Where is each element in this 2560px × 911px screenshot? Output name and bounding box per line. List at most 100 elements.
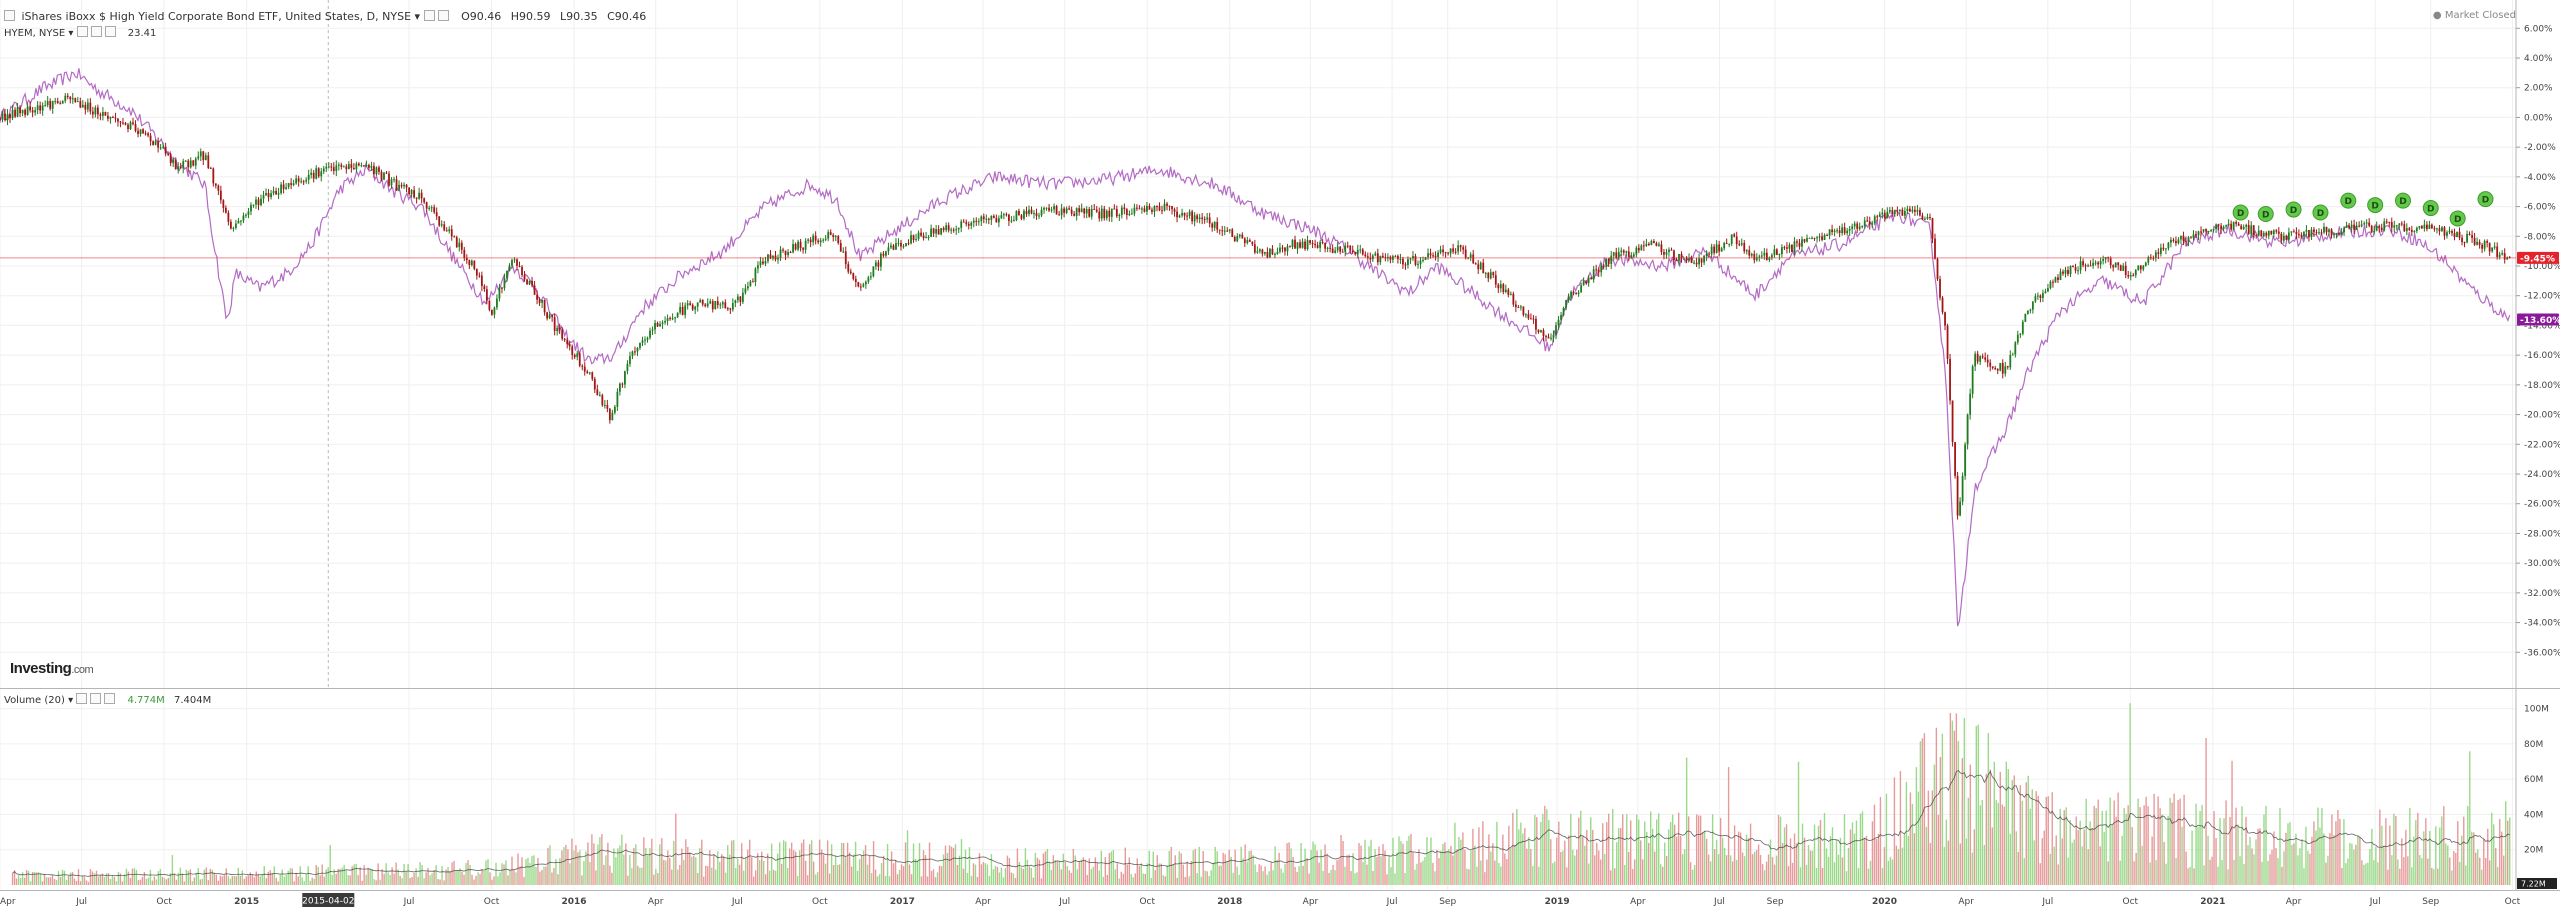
candle	[1407, 256, 1409, 269]
settings-icon[interactable]	[90, 26, 102, 37]
candle	[2162, 243, 2165, 251]
chevron-down-icon[interactable]: ▾	[68, 28, 74, 39]
chevron-down-icon[interactable]: ▾	[414, 10, 421, 23]
candle-body	[874, 262, 877, 267]
candle-body	[2426, 224, 2428, 229]
volume-bar	[1789, 838, 1792, 885]
candle	[1236, 233, 1239, 243]
candle	[882, 250, 885, 258]
volume-bar	[1432, 862, 1434, 885]
volume-bar	[2457, 821, 2459, 885]
candle-body	[686, 303, 689, 306]
candle-body	[2102, 259, 2105, 261]
candle	[1703, 254, 1706, 265]
candle-body	[679, 306, 682, 313]
candle-body	[586, 371, 589, 374]
candle-body	[1379, 255, 1382, 263]
volume-bar	[409, 878, 411, 885]
volume-bar	[2393, 813, 2395, 885]
settings-icon[interactable]	[90, 693, 102, 704]
collapse-icon[interactable]	[4, 10, 15, 21]
volume-bar	[611, 872, 613, 885]
volume-pane[interactable]: 100M 80M 60M 40M 20M 7.22M Volume (20) ▾ 4.77…	[0, 689, 2560, 891]
candle-body	[2124, 265, 2127, 275]
volume-bar	[1202, 851, 1204, 885]
eye-icon[interactable]	[76, 693, 88, 704]
candle-body	[721, 302, 724, 305]
candle	[315, 165, 318, 180]
volume-bar	[419, 862, 421, 885]
candle-body	[2210, 230, 2212, 232]
settings-icon[interactable]	[437, 10, 449, 21]
time-axis-labels[interactable]: Apr Jul Oct 2015 Jul Oct 2016 Apr Jul Oct 2017 Apr J…	[0, 890, 2560, 911]
candle-body	[591, 372, 594, 379]
candle-body	[388, 173, 390, 186]
candle-body	[2282, 235, 2285, 241]
y-tick-label: -2.00%	[2524, 143, 2556, 153]
candle-body	[772, 255, 774, 259]
volume-bar	[1270, 862, 1272, 885]
candle	[1274, 252, 1276, 259]
candle	[2403, 220, 2406, 232]
chevron-down-icon[interactable]: ▾	[68, 695, 74, 706]
compare-symbol[interactable]: HYEM, NYSE	[4, 28, 66, 39]
volume-bar	[2067, 857, 2069, 885]
candle	[2137, 265, 2140, 271]
candle	[2365, 219, 2368, 228]
volume-bar	[1268, 871, 1270, 885]
volume-title[interactable]: Volume (20)	[4, 695, 65, 706]
time-axis[interactable]: Apr Jul Oct 2015 Jul Oct 2016 Apr Jul Oct 2017 Apr J…	[0, 890, 2560, 911]
volume-bar	[1723, 847, 1726, 885]
candle-body	[39, 105, 42, 111]
price-pane[interactable]: 6.00% 4.00% 2.00% 0.00% -2.00% -4.00% -6.00% -8…	[0, 0, 2560, 689]
candle	[2235, 220, 2238, 227]
candle	[1499, 280, 1502, 293]
candle-body	[2398, 223, 2401, 226]
candle	[2282, 232, 2285, 244]
candle-body	[1620, 250, 1623, 253]
candle	[1120, 205, 1123, 219]
symbol-title[interactable]: iShares iBoxx $ High Yield Corporate Bon…	[21, 10, 412, 23]
price-chart[interactable]: 6.00%4.00%2.00%0.00%-2.00%-4.00%-6.00%-8…	[0, 0, 2560, 688]
volume-bar	[2421, 858, 2423, 885]
eye-icon[interactable]	[76, 26, 88, 37]
candle-body	[1306, 240, 1309, 250]
candle-body	[1432, 255, 1434, 257]
candle-body	[1994, 368, 1997, 370]
volume-bar	[461, 871, 463, 885]
candle-body	[54, 101, 57, 103]
candle	[613, 404, 616, 415]
volume-bar	[693, 855, 695, 885]
candle	[1078, 205, 1081, 216]
close-icon[interactable]	[104, 26, 116, 37]
candle-body	[1130, 213, 1133, 215]
candle-body	[1514, 304, 1517, 308]
volume-bar	[822, 854, 825, 885]
candle	[468, 259, 471, 270]
volume-bar	[1608, 813, 1610, 885]
candle	[189, 157, 192, 169]
close-icon[interactable]	[104, 693, 116, 704]
candle-body	[149, 135, 152, 142]
volume-bar	[2031, 789, 2033, 885]
candle	[558, 323, 561, 335]
volume-bar	[2219, 818, 2221, 885]
volume-bar	[952, 847, 955, 885]
volume-bar	[1630, 820, 1632, 885]
volume-bar	[1785, 824, 1788, 885]
candle-body	[1015, 210, 1018, 221]
candle-body	[2026, 310, 2029, 314]
candle-body	[1550, 337, 1552, 339]
volume-bar	[691, 856, 693, 885]
candle	[2285, 234, 2288, 241]
candle	[310, 168, 313, 179]
candle	[819, 237, 822, 247]
candle	[1642, 240, 1645, 252]
candle	[764, 256, 767, 267]
volume-bar	[175, 879, 178, 885]
candle-body	[2292, 231, 2295, 233]
candle-body	[1266, 252, 1269, 258]
eye-icon[interactable]	[423, 10, 435, 21]
volume-bar	[1548, 819, 1550, 885]
